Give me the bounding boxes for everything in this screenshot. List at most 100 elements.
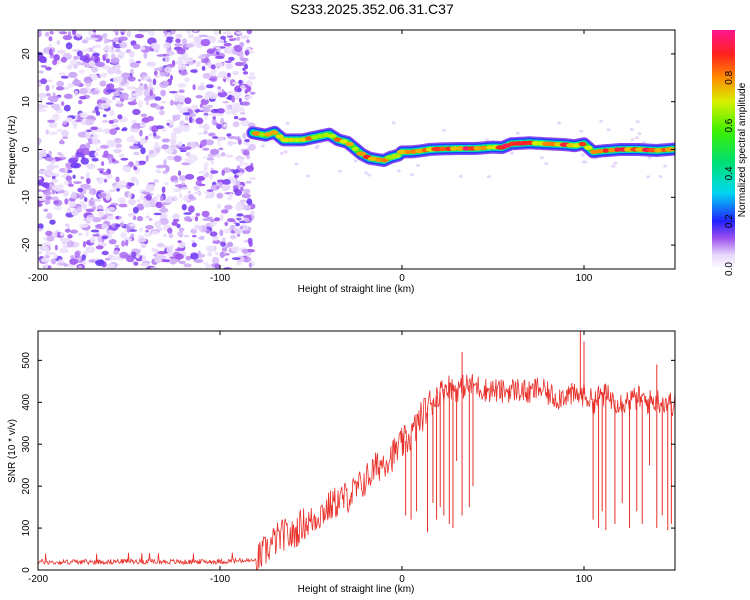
noise-blob — [132, 128, 139, 133]
noise-blob — [243, 239, 248, 243]
noise-blob — [46, 235, 55, 242]
noise-blob — [194, 216, 199, 222]
noise-blob — [101, 223, 108, 230]
noise-blob — [104, 257, 110, 261]
noise-blob — [161, 144, 170, 150]
noise-blob — [212, 70, 216, 77]
noise-blob — [219, 229, 224, 237]
noise-blob — [131, 120, 137, 123]
noise-blob — [199, 103, 204, 109]
noise-blob — [306, 174, 311, 178]
noise-blob — [231, 96, 236, 103]
noise-blob — [101, 250, 109, 256]
noise-blob — [81, 39, 88, 44]
noise-blob — [130, 176, 138, 183]
noise-blob — [113, 148, 122, 154]
noise-blob — [210, 218, 215, 223]
noise-blob — [181, 187, 189, 191]
y-tick-label: 400 — [21, 394, 32, 411]
noise-blob — [72, 174, 76, 179]
noise-blob — [208, 35, 217, 43]
noise-blob — [239, 41, 245, 48]
noise-blob — [193, 30, 198, 33]
noise-blob — [157, 251, 168, 255]
noise-blob — [191, 242, 197, 248]
noise-blob — [140, 46, 146, 51]
noise-blob — [51, 175, 56, 180]
noise-blob — [173, 195, 178, 201]
noise-blob — [195, 61, 201, 68]
noise-blob — [76, 50, 83, 57]
noise-blob — [544, 162, 549, 166]
noise-blob — [86, 172, 90, 180]
noise-blob — [120, 232, 127, 239]
noise-blob — [224, 110, 233, 115]
noise-blob — [337, 169, 342, 173]
noise-blob — [218, 147, 224, 151]
noise-blob — [68, 71, 78, 78]
noise-blob — [210, 170, 219, 174]
noise-blob — [205, 84, 214, 89]
noise-blob — [47, 119, 56, 123]
noise-blob — [53, 200, 59, 205]
noise-blob — [396, 169, 401, 173]
noise-blob — [232, 70, 239, 76]
colorbar-tick-label: 0.8 — [724, 70, 735, 84]
noise-blob — [38, 30, 42, 38]
noise-blob — [40, 78, 47, 85]
colorbar-label: Normalized spectral amplitude — [737, 82, 748, 217]
noise-blob — [118, 153, 125, 158]
noise-blob — [225, 103, 229, 111]
noise-blob — [97, 168, 105, 171]
y-tick-label: 200 — [21, 477, 32, 494]
noise-blob — [139, 123, 146, 128]
noise-blob — [193, 259, 204, 263]
spectrogram-ridge-layer — [246, 125, 675, 167]
noise-blob — [119, 30, 126, 33]
noise-blob — [114, 244, 120, 248]
ridge-point — [345, 141, 354, 147]
noise-blob — [111, 45, 114, 51]
noise-blob — [176, 223, 181, 229]
x-tick-label: 0 — [399, 574, 405, 585]
noise-blob — [195, 42, 203, 48]
noise-blob — [46, 252, 56, 255]
noise-blob — [76, 61, 81, 66]
noise-blob — [283, 150, 288, 154]
noise-blob — [236, 172, 244, 176]
noise-blob — [442, 128, 447, 132]
noise-blob — [138, 100, 143, 108]
noise-blob — [221, 169, 225, 176]
noise-blob — [83, 76, 92, 84]
noise-blob — [206, 189, 214, 192]
noise-blob — [248, 262, 252, 268]
noise-blob — [77, 187, 84, 193]
noise-blob — [214, 217, 221, 222]
ridge-point — [315, 133, 326, 139]
noise-blob — [174, 180, 179, 183]
noise-blob — [119, 222, 125, 227]
noise-blob — [242, 162, 249, 166]
noise-blob — [128, 51, 135, 58]
noise-blob — [155, 125, 164, 129]
noise-blob — [38, 182, 48, 186]
x-tick-label: 100 — [576, 273, 593, 284]
noise-blob — [239, 199, 247, 203]
noise-blob — [409, 173, 414, 177]
ridge-point — [356, 151, 367, 156]
noise-blob — [161, 186, 166, 193]
noise-blob — [44, 262, 49, 269]
noise-blob — [194, 185, 200, 192]
noise-blob — [104, 208, 108, 214]
noise-blob — [232, 81, 241, 85]
noise-blob — [85, 48, 90, 52]
noise-blob — [86, 129, 92, 133]
noise-blob — [87, 30, 95, 36]
noise-blob — [166, 245, 174, 254]
noise-blob — [127, 212, 136, 218]
noise-blob — [235, 222, 240, 227]
noise-blob — [147, 115, 154, 122]
y-tick-label: -10 — [21, 190, 32, 205]
noise-blob — [94, 56, 99, 64]
noise-blob — [95, 44, 102, 49]
